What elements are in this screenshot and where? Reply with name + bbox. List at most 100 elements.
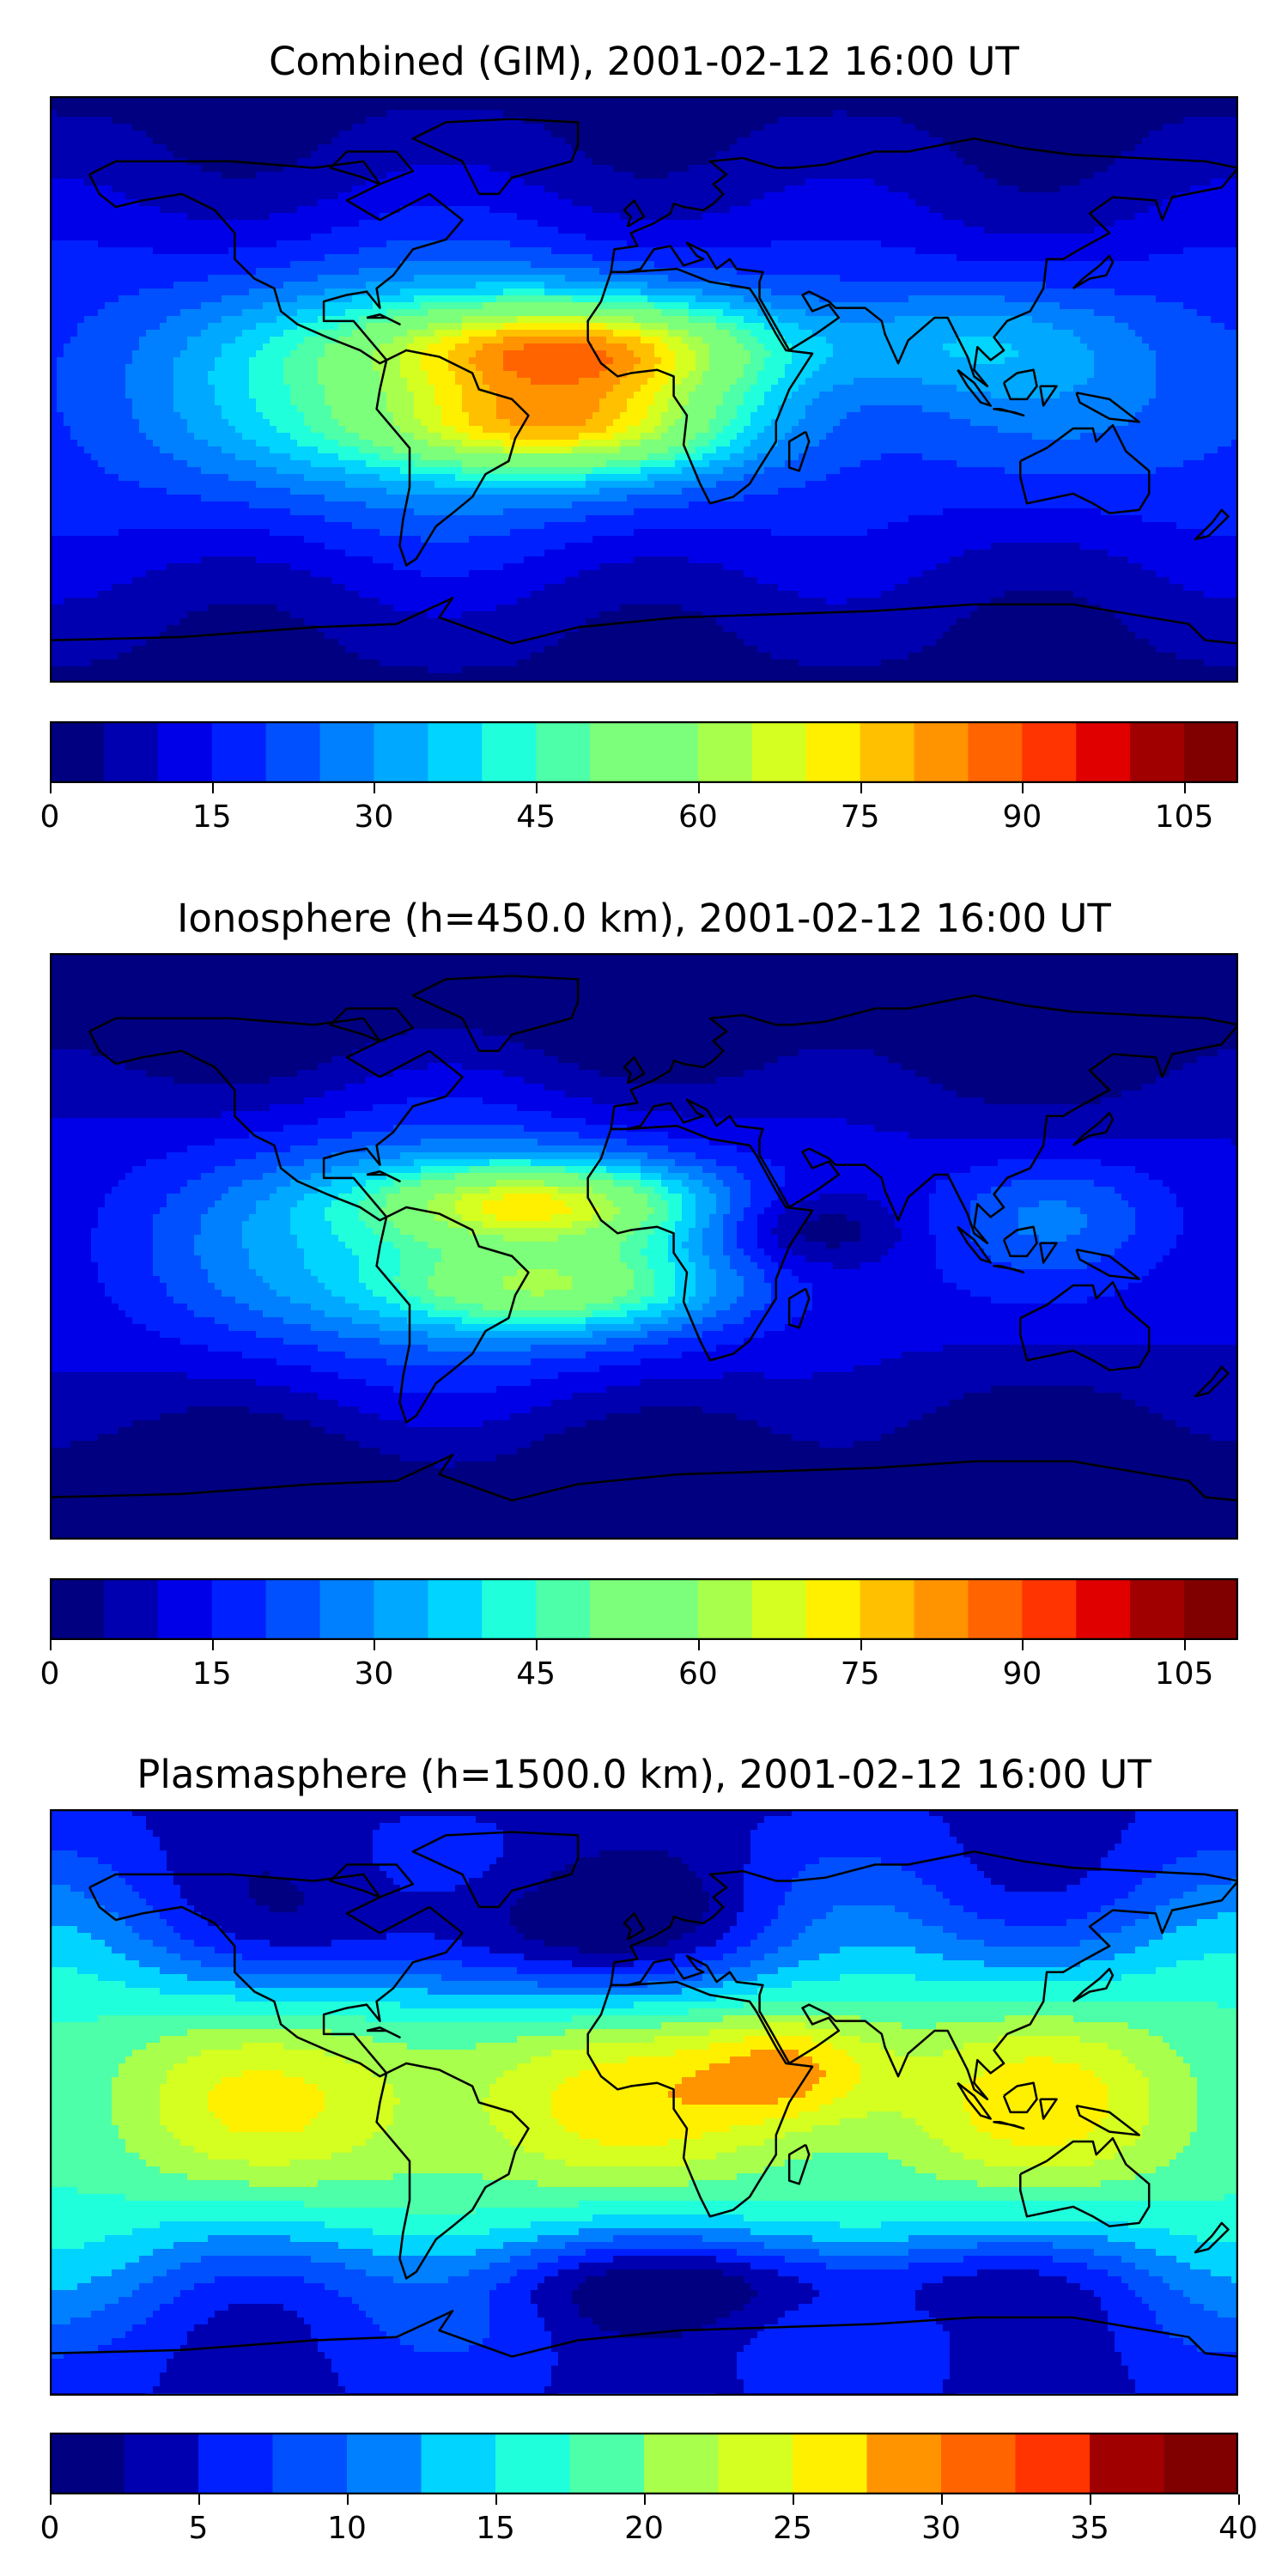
coastline [993,1265,1025,1274]
colorbar-combined: 0 15 30 45 60 75 90 105 [40,721,1238,835]
coastline [88,1873,464,2078]
coastline [623,1056,646,1084]
coastline [623,199,646,228]
coastline [329,150,415,185]
colorbar-tick-label: 90 [1002,1657,1042,1692]
colorbar-swatch [644,721,699,783]
panel-title: Plasmasphere (h=1500.0 km), 2001-02-12 1… [0,1749,1288,1801]
coastline [1075,392,1140,423]
coastline [1019,2136,1151,2227]
colorbar-tick-label: 25 [773,2512,812,2546]
colorbar-swatch [860,1578,915,1640]
colorbar-tick-mark [1238,2494,1240,2505]
colorbar-tick-mark [211,783,214,793]
coastline [1075,1249,1140,1280]
coastline [957,2081,992,2120]
colorbar-tick-mark [1022,783,1024,793]
colorbar-swatch [1022,721,1077,783]
colorbar-tick-mark [198,2494,200,2505]
coastline [375,2062,530,2280]
colorbar-swatch [914,721,969,783]
colorbar-swatch [50,1578,105,1640]
colorbar-swatch [50,2433,125,2494]
colorbar-swatch [751,721,807,783]
panel-title: Ionosphere (h=450.0 km), 2001-02-12 16:0… [0,893,1288,945]
coastline [1072,1111,1115,1146]
panel-title: Combined (GIM), 2001-02-12 16:00 UT [0,36,1288,88]
colorbar-tick-mark [697,783,700,793]
colorbar-swatch [569,2433,645,2494]
colorbar-tick-mark [1184,1640,1187,1650]
colorbar-tick-label: 75 [841,800,880,835]
coastline [88,160,464,365]
coastline [50,1454,1238,1502]
colorbar-swatch [1076,721,1131,783]
coastline [993,2121,1025,2130]
colorbar-tick-mark [374,783,376,793]
colorbar-swatch [428,721,483,783]
colorbar-swatches [50,721,1238,783]
colorbar-tick-label: 60 [678,1657,718,1692]
coastline [586,1980,814,2218]
coastline [50,597,1238,645]
colorbar-swatch [697,1578,753,1640]
colorbar-tick-mark [374,1640,376,1650]
colorbar-swatch [941,2433,1016,2494]
colorbar-swatch [482,721,537,783]
colorbar-swatch [644,2433,719,2494]
colorbar-tick-label: 105 [1155,1657,1214,1692]
colorbar-tick-label: 10 [327,2512,367,2546]
colorbar-swatch [968,721,1023,783]
colorbar-tick-label: 45 [516,1657,556,1692]
colorbar-tick-mark [793,2494,794,2505]
coastline [787,430,811,472]
colorbar-plasmasphere: 0 5 10 15 20 25 30 35 40 [40,2433,1258,2546]
colorbar-swatch [103,721,159,783]
colorbar-ionosphere: 0 15 30 45 60 75 90 105 [40,1578,1238,1692]
colorbar-tick-mark [50,1640,52,1650]
coastline [787,1287,811,1329]
coastline [411,975,580,1053]
coastline [610,1850,1238,2100]
colorbar-swatch [50,721,105,783]
colorbar-swatch [272,2433,348,2494]
coastline [411,1831,580,1909]
coastline [366,1170,401,1182]
colorbar-tick-mark [860,783,862,793]
coastline [88,1017,464,1222]
coastline [787,2143,811,2185]
coastline [1002,368,1038,401]
coastline [586,1124,814,1362]
coastline [1194,1365,1230,1398]
colorbar-tick-mark [211,1640,214,1650]
colorbar-tick-label: 105 [1155,800,1214,835]
coastline [1002,2081,1038,2114]
map-ionosphere [50,953,1238,1540]
colorbar-tick-label: 45 [516,800,556,835]
coastline [957,1225,992,1264]
colorbar-tick-label: 90 [1002,800,1042,835]
colorbar-swatch [319,1578,374,1640]
colorbar-tick-label: 15 [192,800,232,835]
colorbar-swatch [319,721,374,783]
colorbar-tick-label: 35 [1070,2512,1109,2546]
colorbar-tick-label: 30 [355,800,394,835]
colorbar-tick-mark [1184,783,1187,793]
coastline [1072,1967,1115,2002]
coastline [1039,2098,1058,2120]
colorbar-swatch [697,721,753,783]
colorbar-swatch [1184,1578,1238,1640]
colorbar-tick-label: 5 [189,2512,209,2546]
colorbar-tick-mark [1022,1640,1024,1650]
colorbar-swatch [374,721,428,783]
colorbar-tick-mark [536,783,538,793]
colorbar-swatch [374,1578,428,1640]
colorbar-swatch [211,721,267,783]
colorbar-swatch [482,1578,537,1640]
coastline [329,1863,415,1899]
colorbar-swatch [536,721,591,783]
coastline [375,349,530,567]
map-frame [50,96,1238,683]
colorbar-swatch [536,1578,591,1640]
colorbar-swatch [860,721,915,783]
